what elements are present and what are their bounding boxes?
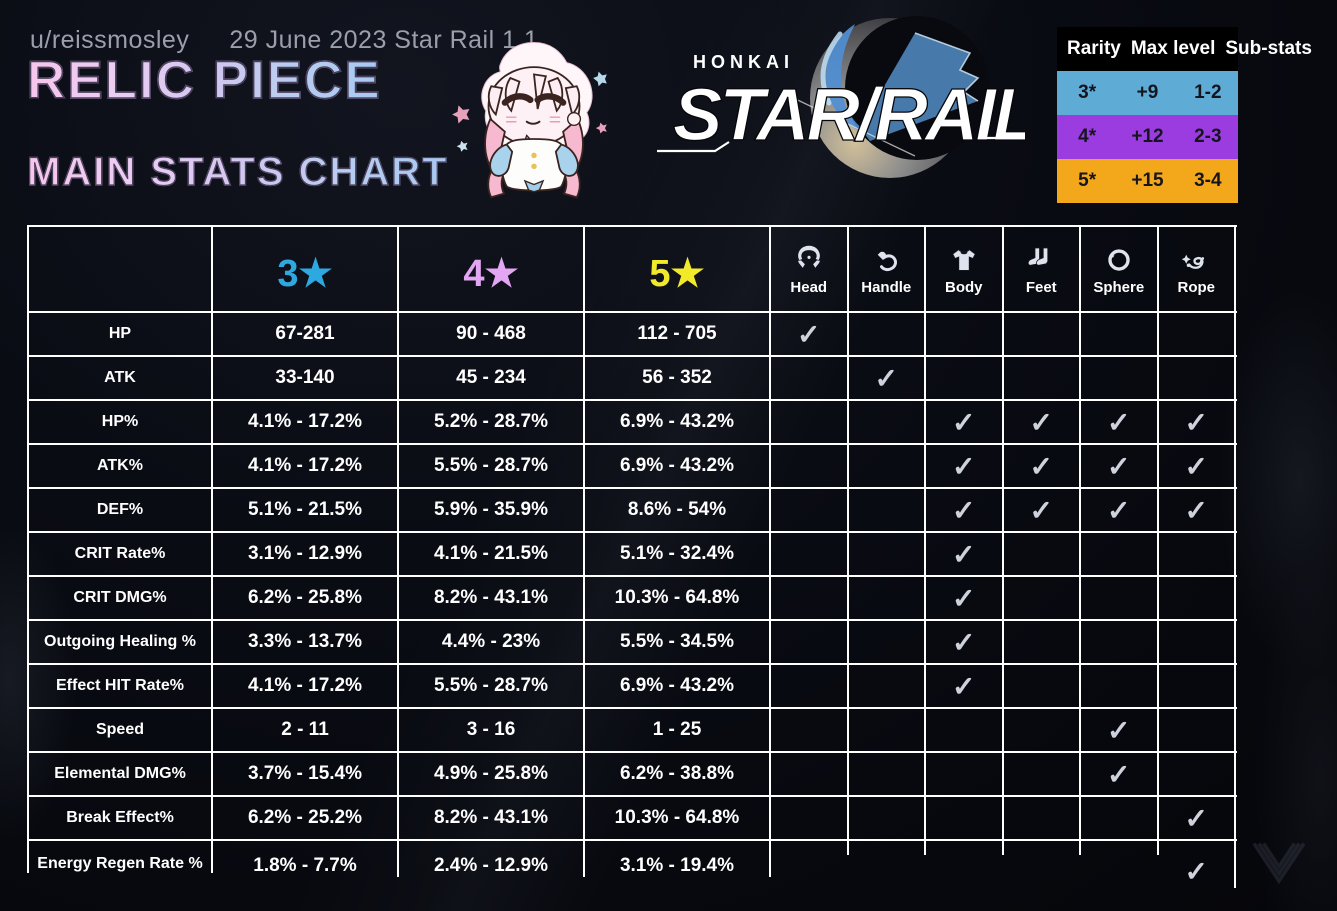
svg-text:HONKAI: HONKAI: [693, 52, 794, 72]
